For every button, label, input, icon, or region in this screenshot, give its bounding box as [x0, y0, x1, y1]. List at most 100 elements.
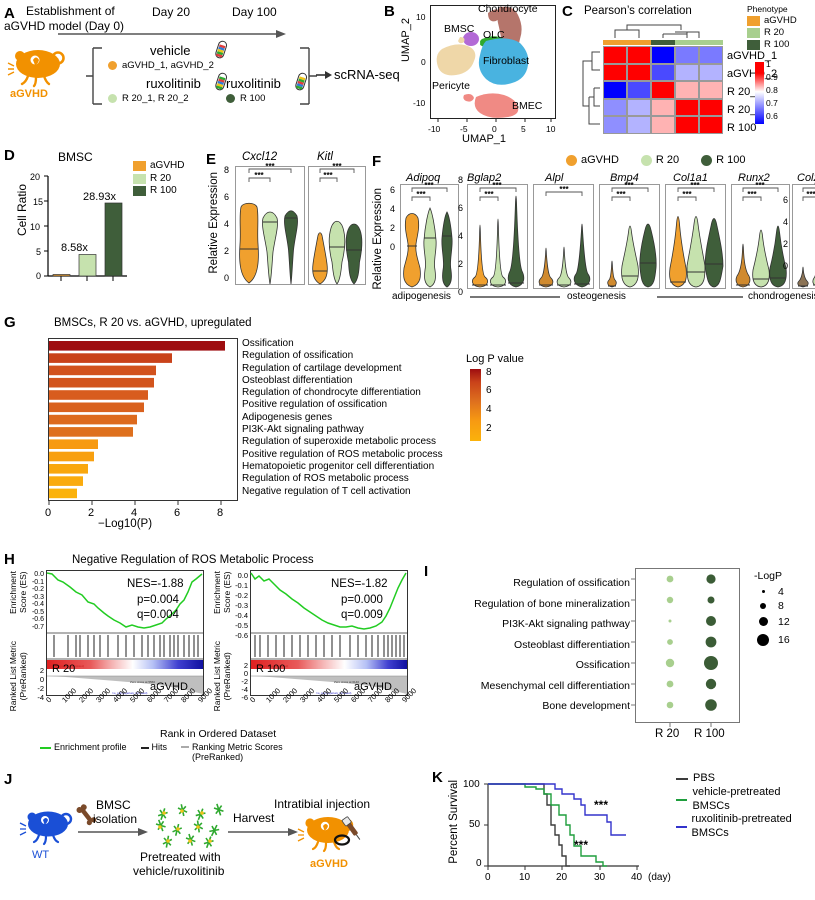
legend-label: Enrichment profile	[54, 742, 127, 752]
heatmap-cell	[651, 63, 675, 82]
g-category-label: Regulation of ROS metabolic process	[242, 473, 409, 485]
legend-dot-r20	[640, 155, 652, 167]
xtick: 0	[248, 695, 258, 705]
panel-e-ytick-4: 0	[224, 273, 230, 283]
panel-j-agvhd-label: aGVHD	[310, 858, 348, 870]
panel-f-gene-label-bglap2: Bglap2	[467, 172, 502, 184]
panel-b-label: B	[384, 3, 395, 20]
panel-j-pretreat-line1: Pretreated with	[140, 850, 221, 864]
heatmap-cell	[603, 98, 627, 117]
panel-j-wt-label: WT	[32, 849, 50, 861]
km-curve-pbs	[488, 783, 570, 867]
es-tick: -0.2	[235, 591, 248, 600]
svg-text:***: ***	[484, 190, 494, 199]
legend-swatch-agvhd	[133, 161, 146, 172]
i-category-label: Regulation of ossification	[513, 577, 630, 589]
panel-k-legend: PBS vehicle-pretreated BMSCs ruxolitinib…	[676, 772, 815, 841]
svg-text:'na_neg'(negatively correlated: 'na_neg'(negatively correlated)	[316, 691, 351, 695]
metric-tick: -4	[37, 693, 44, 702]
panel-a-title-line2: aGVHD model (Day 0)	[4, 19, 125, 33]
legend-label: R 100	[764, 38, 790, 50]
panel-b-cluster-label-bmsc: BMSC	[444, 23, 475, 35]
panel-b-xtick-3: 5	[521, 124, 526, 134]
panel-c-row-label-3: R 20_2	[727, 104, 763, 116]
svg-text:***: ***	[690, 181, 700, 190]
panel-c-legend-item: R 100	[747, 39, 797, 51]
ytick: 4	[458, 231, 464, 241]
svg-text:***: ***	[492, 181, 502, 190]
panel-e-ytick-0: 8	[224, 165, 230, 175]
es-tick: -0.7	[31, 623, 44, 631]
panel-j-arrow-1	[78, 828, 148, 836]
g-category-label: Osteoblast differentiation	[242, 374, 353, 386]
panel-h-right-xticks: 0 1000 2000 3000 4000 5000 6000 7000 800…	[248, 686, 418, 722]
svg-text:'na_neg'(negatively correlated: 'na_neg'(negatively correlated)	[112, 691, 147, 695]
panel-g-title: BMSCs, R 20 vs. aGVHD, upregulated	[54, 317, 252, 329]
i-dots-r100	[704, 574, 718, 711]
metric-tick: -6	[241, 693, 248, 702]
panel-g-legend-tick-2: 4	[486, 404, 492, 415]
panel-b-xtick-4: 10	[546, 124, 556, 134]
panel-h-right-es-ticks: 0.0 -0.1 -0.2 -0.3 -0.4 -0.5 -0.6	[230, 571, 248, 641]
panel-b-xtick-1: -5	[460, 124, 468, 134]
panel-b: B UMAP_2 10 0 -10 Chondrocyte BMSC OLC F…	[384, 0, 574, 145]
heatmap-cell	[627, 81, 651, 99]
heatmap-cell	[651, 98, 675, 117]
panel-d-ytick-1: 15	[33, 197, 44, 207]
g-bars	[49, 341, 225, 499]
panel-d-annotation-r20: 8.58x	[61, 242, 88, 254]
panel-i-xtick-r20: R 20	[655, 728, 680, 740]
heatmap-cell	[627, 63, 651, 82]
heatmap-cell	[651, 46, 675, 64]
legend-label: R 20	[655, 154, 680, 166]
legend-label: Ranking Metric Scores (PreRanked)	[192, 742, 283, 762]
panel-a-label: A	[4, 5, 15, 22]
panel-h-right-group-right: aGVHD	[354, 681, 392, 693]
panel-c-col-annotation	[603, 40, 723, 45]
es-tick: -0.3	[31, 593, 44, 601]
es-tick: -0.1	[235, 581, 248, 590]
i-category-label: Mesenchymal cell differentiation	[480, 679, 630, 692]
panel-h-left-nes: NES=-1.88	[127, 578, 184, 590]
ytick: 2	[390, 223, 396, 233]
panel-a-vehicle-samples: aGVHD_1, aGVHD_2	[122, 60, 214, 71]
es-tick: 0.0	[34, 571, 44, 578]
ytick: 4	[783, 217, 789, 227]
panel-k-sig-top: ***	[594, 798, 609, 812]
panel-c-row-dendrogram	[582, 51, 600, 125]
panel-k-legend-item-ruxolitinib: ruxolitinib-pretreated BMSCs	[676, 813, 815, 841]
legend-label: 16	[778, 633, 790, 646]
panel-d-ytick-0: 20	[30, 172, 41, 182]
svg-text:'na_pos'(positively correlated: 'na_pos'(positively correlated)	[254, 664, 288, 668]
svg-text:***: ***	[424, 181, 434, 190]
panel-h-left-q: q=0.004	[137, 609, 179, 621]
panel-c-row-label-2: R 20_1	[727, 86, 763, 98]
panel-a: A Establishment of aGVHD model (Day 0) D…	[0, 0, 400, 140]
panel-f-label: F	[372, 153, 382, 170]
panel-h-left-es-ticks: 0.0 -0.1 -0.2 -0.3 -0.4 -0.5 -0.6 -0.7	[26, 571, 44, 631]
panel-h-legend-item-enrichment: Enrichment profile	[40, 742, 127, 753]
panel-c-colorbar-tick-1: 0.9	[766, 72, 778, 82]
panel-a-rux20-label: ruxolitinib	[146, 76, 201, 91]
panel-h-left-group-right: aGVHD	[150, 681, 188, 693]
legend-swatch-r100	[133, 186, 146, 197]
g-bar	[49, 402, 144, 413]
panel-f-group-label-chondrogenesis: chondrogenesis	[748, 291, 815, 302]
legend-line-ruxolitinib	[676, 826, 687, 828]
panel-a-rux100-label: ruxolitinib	[226, 76, 281, 91]
svg-text:***: ***	[416, 190, 426, 199]
panel-e-ytick-2: 4	[224, 219, 230, 229]
panel-k-ytick-0: 100	[463, 779, 480, 790]
metric-tick: -2	[37, 684, 44, 693]
panel-j: J WT BMSC isolation	[0, 762, 400, 900]
panel-a-rux20-dot	[108, 94, 117, 103]
mouse-icon-agvhd	[7, 50, 65, 88]
panel-b-cluster-label-bmec: BMEC	[512, 100, 543, 112]
g-category-label: Positive regulation of ossification	[242, 399, 388, 411]
svg-text:***: ***	[747, 190, 757, 199]
panel-c: C Pearson’s correlation	[562, 0, 815, 145]
panel-c-title: Pearson’s correlation	[584, 5, 692, 17]
heatmap-cell	[699, 116, 723, 134]
metric-tick: 0	[243, 669, 248, 678]
g-category-label: Ossification	[242, 338, 294, 349]
